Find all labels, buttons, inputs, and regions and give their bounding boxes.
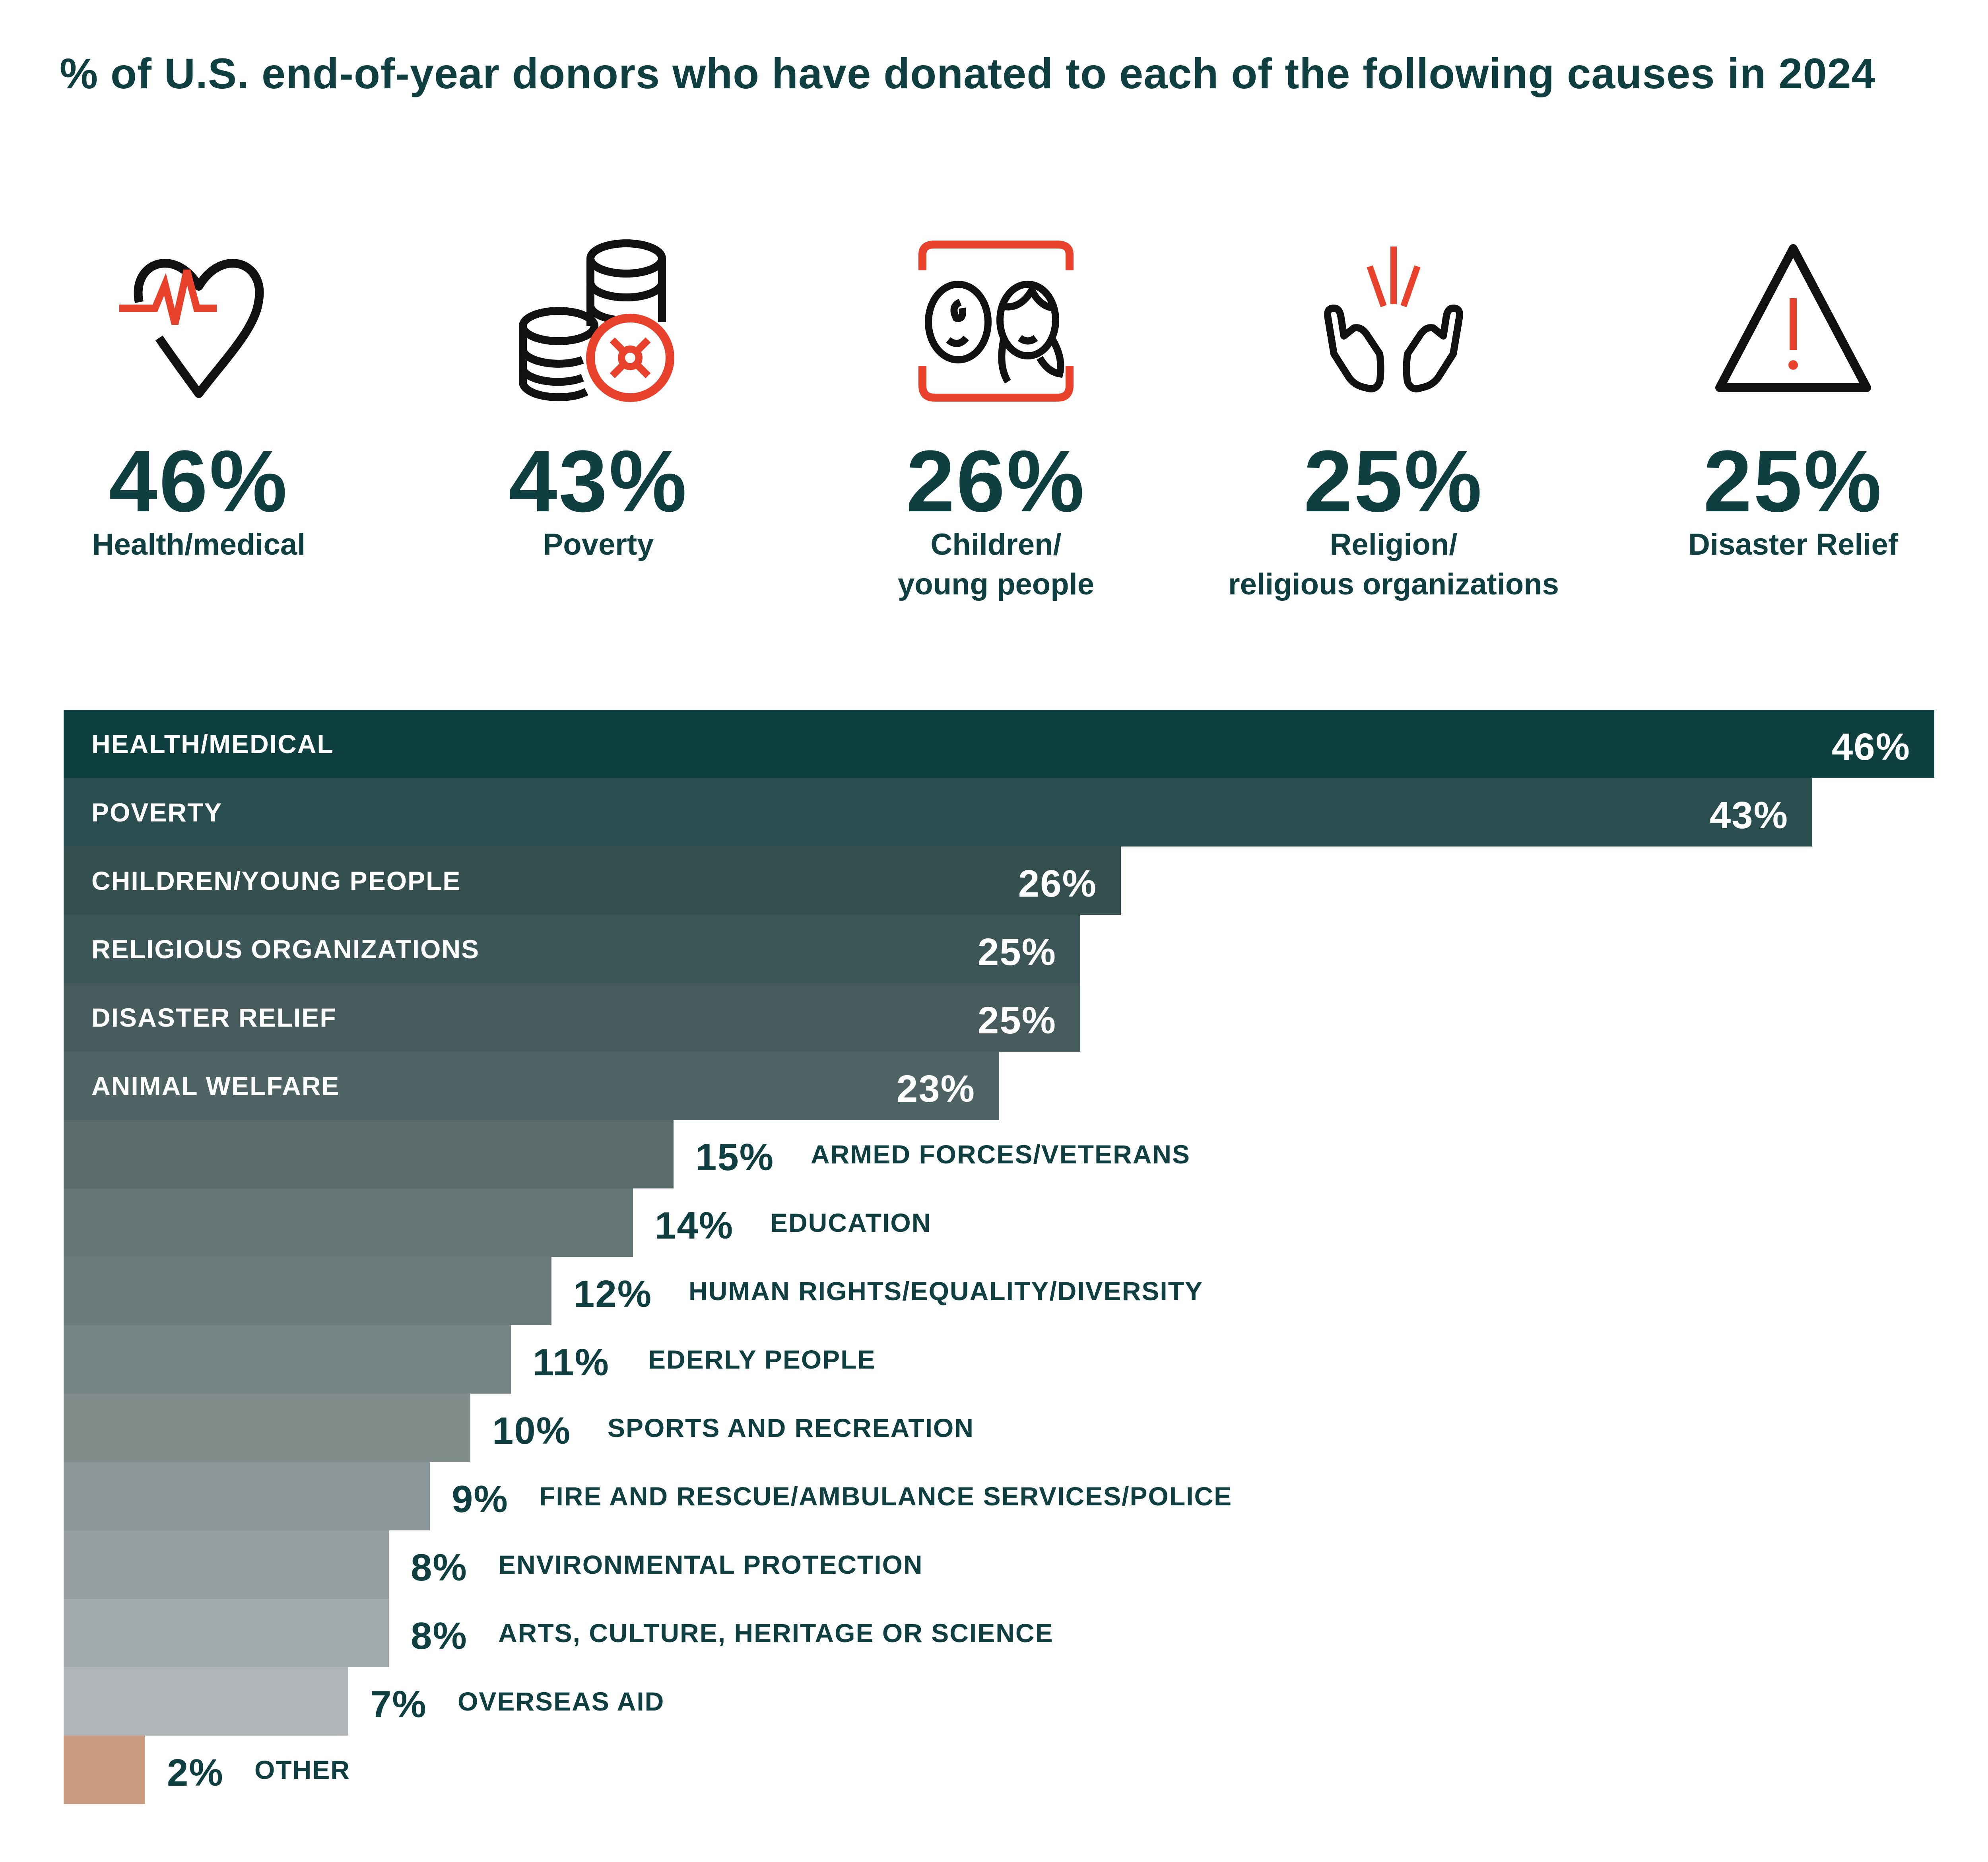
bar-value-label: 43% (1709, 794, 1788, 837)
bar-category-label: EDUCATION (770, 1208, 932, 1237)
heartbeat-icon (119, 259, 264, 398)
bar-category-label: CHILDREN/YOUNG PEOPLE (91, 866, 461, 895)
bar-value-label: 10% (492, 1410, 571, 1452)
bar-value-label: 26% (1018, 862, 1097, 905)
bar-category-label: OVERSEAS AID (458, 1687, 665, 1716)
highlight-value: 25% (1303, 432, 1484, 530)
highlight-label: Children/ (930, 528, 1062, 561)
highlight-poverty: 43% Poverty (400, 239, 797, 565)
bar-value-label: 12% (573, 1273, 652, 1315)
bar-4 (64, 983, 1080, 1052)
bar-12 (64, 1530, 389, 1599)
bar-value-label: 23% (896, 1068, 975, 1110)
bar-category-label: FIRE AND RESCUE/AMBULANCE SERVICES/POLIC… (539, 1481, 1233, 1511)
bar-category-label: ANIMAL WELFARE (91, 1071, 340, 1101)
bar-value-label: 25% (977, 931, 1056, 973)
highlight-label-line2: religious organizations (1228, 567, 1559, 601)
highlight-label-line2: young people (898, 567, 1094, 601)
highlight-children: 26% Children/ young people (797, 239, 1195, 604)
bar-category-label: ARTS, CULTURE, HERITAGE OR SCIENCE (498, 1618, 1054, 1648)
bar-value-label: 7% (370, 1683, 427, 1726)
bar-13 (64, 1599, 389, 1667)
bar-category-label: ARMED FORCES/VETERANS (811, 1140, 1191, 1169)
highlight-value: 26% (906, 432, 1086, 530)
highlight-religion: 25% Religion/ religious organizations (1195, 239, 1592, 604)
bar-category-label: SPORTS AND RECREATION (608, 1413, 975, 1443)
bar-category-label: DISASTER RELIEF (91, 1003, 337, 1032)
bar-value-label: 25% (977, 999, 1056, 1042)
coins-icon (518, 239, 674, 402)
children-icon (918, 241, 1074, 402)
bar-category-label: HUMAN RIGHTS/EQUALITY/DIVERSITY (689, 1276, 1204, 1306)
bar-category-label: RELIGIOUS ORGANIZATIONS (91, 934, 480, 964)
chart-title: % of U.S. end-of-year donors who have do… (60, 49, 1876, 97)
highlight-health: 46% Health/medical (0, 239, 398, 565)
highlight-value: 46% (109, 432, 289, 530)
bar-value-label: 46% (1831, 726, 1910, 768)
bar-10 (64, 1394, 470, 1462)
bar-category-label: OTHER (254, 1755, 350, 1784)
bar-7 (64, 1188, 633, 1257)
bar-2 (64, 847, 1121, 915)
praying-hands-icon (1324, 247, 1463, 392)
bar-14 (64, 1667, 348, 1736)
bar-8 (64, 1257, 551, 1325)
bar-value-label: 2% (167, 1751, 224, 1794)
highlight-disaster: 25% Disaster Relief (1594, 239, 1988, 565)
bar-9 (64, 1325, 511, 1394)
bar-value-label: 15% (695, 1136, 775, 1179)
bar-3 (64, 915, 1080, 983)
bar-category-label: POVERTY (91, 798, 223, 827)
highlight-label: Religion/ (1330, 528, 1458, 561)
warning-triangle-icon (1715, 244, 1871, 392)
bar-value-label: 9% (452, 1478, 509, 1520)
highlight-label: Poverty (543, 528, 654, 561)
bar-value-label: 11% (533, 1341, 610, 1384)
bar-1 (64, 778, 1812, 847)
bar-category-label: EDERLY PEOPLE (648, 1345, 876, 1374)
bar-category-label: HEALTH/MEDICAL (91, 729, 334, 759)
bar-15 (64, 1736, 145, 1804)
bar-value-label: 8% (411, 1615, 468, 1657)
highlight-value: 43% (508, 432, 689, 530)
bar-11 (64, 1462, 430, 1530)
bar-value-label: 14% (655, 1204, 734, 1247)
highlight-value: 25% (1703, 432, 1883, 530)
highlight-label: Disaster Relief (1688, 528, 1899, 561)
bar-6 (64, 1120, 674, 1188)
bar-5 (64, 1052, 999, 1120)
bar-category-label: ENVIRONMENTAL PROTECTION (498, 1550, 923, 1579)
highlight-label: Health/medical (92, 528, 306, 561)
bar-0 (64, 710, 1934, 778)
bar-value-label: 8% (411, 1546, 468, 1589)
